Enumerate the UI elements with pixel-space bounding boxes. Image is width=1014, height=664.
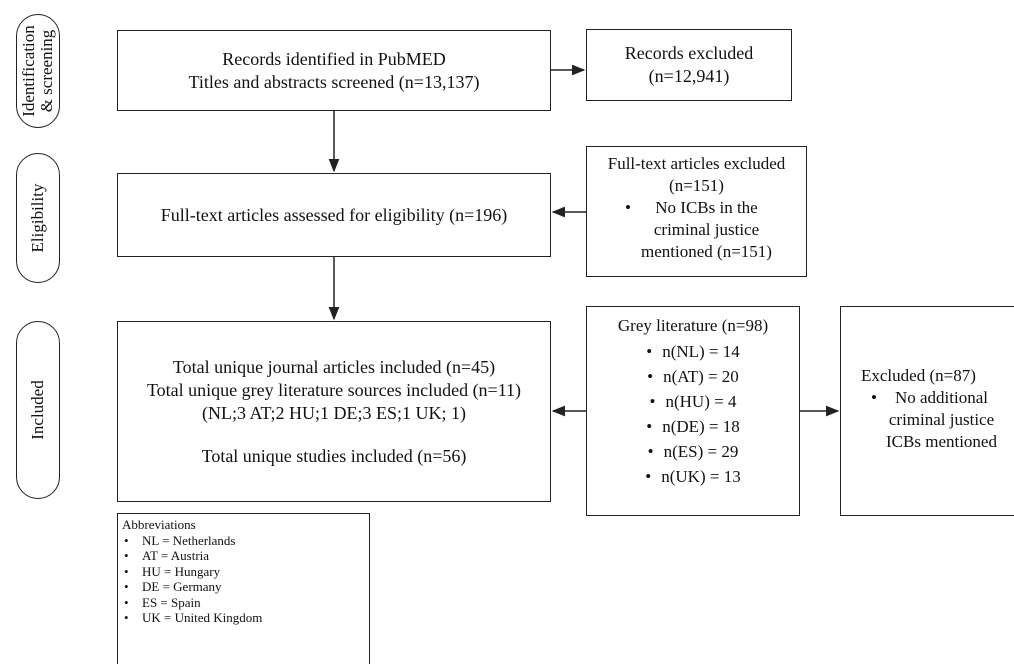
fulltext-excluded-count: (n=151) <box>669 176 724 195</box>
abbr-nl: NL = Netherlands <box>142 532 236 548</box>
fulltext-assessed-text: Full-text articles assessed for eligibil… <box>160 204 508 225</box>
bullet-icon: • <box>871 388 877 407</box>
list-item: • HU = Hungary <box>122 564 365 580</box>
records-excluded-box: Records excluded (n=12,941) <box>586 29 792 101</box>
abbreviations-title: Abbreviations <box>122 517 196 532</box>
grey-literature-title: Grey literature (n=98) <box>617 316 769 335</box>
grey-item-nl: n(NL) = 14 <box>662 342 740 361</box>
records-excluded-title: Records excluded <box>624 43 754 63</box>
fulltext-excluded-reason-1: No ICBs in the <box>655 198 758 217</box>
grey-item-uk: n(UK) = 13 <box>661 467 741 486</box>
bullet-icon: • <box>124 532 129 548</box>
fulltext-excluded-title: Full-text articles excluded <box>607 154 786 173</box>
abbr-de: DE = Germany <box>142 579 222 594</box>
stage-identification: Identification & screening <box>16 14 60 128</box>
fulltext-excluded-reason-3: mentioned (n=151) <box>641 242 772 261</box>
excluded-87-title: Excluded (n=87) <box>861 366 976 385</box>
bullet-icon: • <box>645 467 652 486</box>
abbr-uk: UK = United Kingdom <box>142 610 263 625</box>
abbr-es: ES = Spain <box>142 594 201 610</box>
fulltext-excluded-box: Full-text articles excluded (n=151) • No… <box>586 146 807 277</box>
grey-literature-box: Grey literature (n=98) • n(NL) = 14 • n(AT… <box>586 306 800 516</box>
abbreviations-box: Abbreviations • NL = Netherlands • AT = Au… <box>117 513 370 664</box>
records-identified-line1: Records identified in PubMED <box>222 48 446 69</box>
excluded-87-bullet: • No additional criminal justice ICBs me… <box>861 387 1014 453</box>
excluded-87-box: Excluded (n=87) • No additional criminal… <box>840 306 1014 516</box>
bullet-icon: • <box>647 367 654 386</box>
list-item: • AT = Austria <box>122 548 365 564</box>
bullet-icon: • <box>124 563 129 579</box>
fulltext-excluded-bullet: • No ICBs in the criminal justice mentio… <box>587 197 806 263</box>
grey-literature-list: • n(NL) = 14 • n(AT) = 20 • n(HU) = 4 • n(DE… <box>587 339 799 489</box>
records-excluded-count: (n=12,941) <box>648 66 730 86</box>
records-identified-line2: Titles and abstracts screened (n=13,137) <box>188 71 480 92</box>
excluded-87-reason-1: No additional <box>894 388 988 407</box>
included-journal: Total unique journal articles included (… <box>172 356 496 377</box>
included-box: Total unique journal articles included (… <box>117 321 551 502</box>
records-identified-box: Records identified in PubMED Titles and … <box>117 30 551 111</box>
grey-item-hu: n(HU) = 4 <box>665 392 737 411</box>
list-item: • n(NL) = 14 <box>587 339 799 364</box>
abbr-at: AT = Austria <box>142 548 210 563</box>
bullet-icon: • <box>124 610 129 625</box>
stage-eligibility: Eligibility <box>16 153 60 283</box>
grey-item-es: n(ES) = 29 <box>663 442 739 461</box>
list-item: • n(AT) = 20 <box>587 364 799 389</box>
excluded-87-reason-3: ICBs mentioned <box>886 432 997 451</box>
bullet-icon: • <box>646 417 653 436</box>
excluded-87-reason-2: criminal justice <box>888 410 995 429</box>
list-item: • n(UK) = 13 <box>587 464 799 489</box>
stage-included: Included <box>16 321 60 499</box>
list-item: • n(ES) = 29 <box>587 439 799 464</box>
bullet-icon: • <box>649 392 656 411</box>
fulltext-assessed-box: Full-text articles assessed for eligibil… <box>117 173 551 257</box>
list-item: • UK = United Kingdom <box>122 610 365 626</box>
bullet-icon: • <box>124 548 129 563</box>
bullet-icon: • <box>647 442 654 461</box>
list-item: • NL = Netherlands <box>122 533 365 549</box>
list-item: • ES = Spain <box>122 595 365 611</box>
fulltext-excluded-reason-2: criminal justice <box>653 220 760 239</box>
grey-item-de: n(DE) = 18 <box>662 417 740 436</box>
included-grey: Total unique grey literature sources inc… <box>146 379 522 400</box>
list-item: • n(DE) = 18 <box>587 414 799 439</box>
included-studies: Total unique studies included (n=56) <box>201 445 467 466</box>
bullet-icon: • <box>124 594 129 610</box>
bullet-icon: • <box>646 342 653 361</box>
list-item: • DE = Germany <box>122 579 365 595</box>
grey-item-at: n(AT) = 20 <box>663 367 739 386</box>
abbr-hu: HU = Hungary <box>142 563 221 579</box>
bullet-icon: • <box>625 198 631 217</box>
included-grey-detail: (NL;3 AT;2 HU;1 DE;3 ES;1 UK; 1) <box>202 402 466 423</box>
bullet-icon: • <box>124 579 129 594</box>
list-item: • n(HU) = 4 <box>587 389 799 414</box>
